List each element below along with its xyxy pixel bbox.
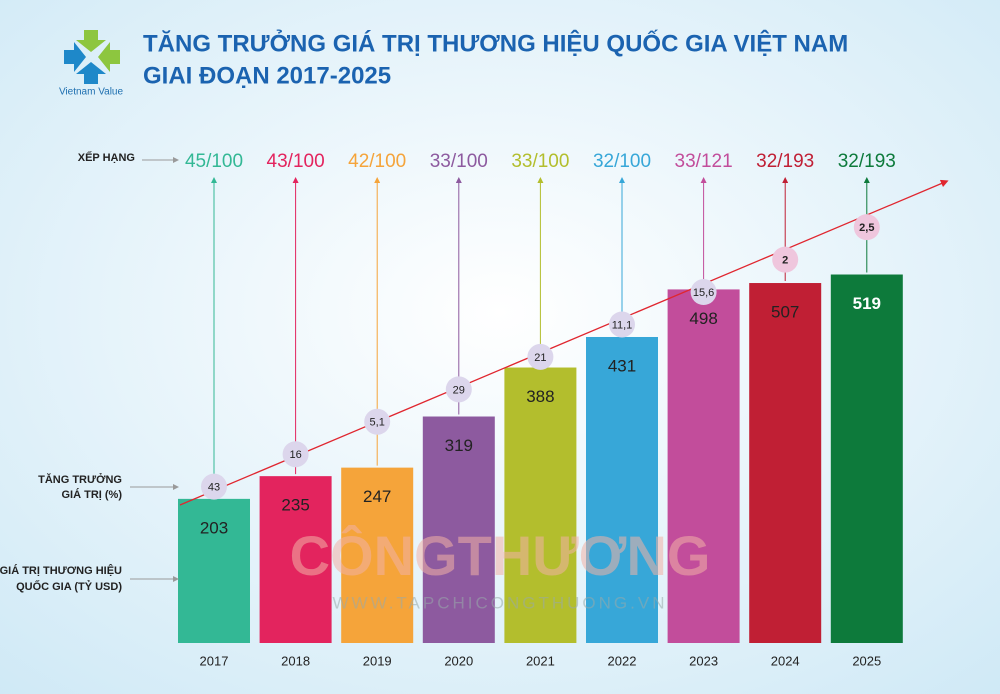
watermark: CÔNGTHƯƠNG WWW.TAPCHICONGTHUONG.VN [290, 524, 711, 613]
growth-marker [609, 311, 635, 338]
value-label: 235 [281, 496, 309, 515]
rank-label: 33/121 [675, 151, 733, 172]
logo: Vietnam Value [59, 30, 124, 98]
x-tick-label: 2024 [771, 653, 800, 668]
rank-label: 33/100 [511, 151, 569, 172]
ranking-caption: XẾP HẠNG [78, 151, 135, 164]
value-label: 203 [200, 518, 228, 537]
watermark-url: WWW.TAPCHICONGTHUONG.VN [333, 593, 668, 612]
growth-label: 43 [208, 482, 220, 494]
rank-label: 43/100 [267, 151, 325, 172]
growth-label: 2 [782, 255, 788, 267]
value-label: 507 [771, 303, 799, 322]
x-tick-label: 2021 [526, 653, 555, 668]
x-tick-label: 2017 [200, 653, 229, 668]
rank-label: 45/100 [185, 151, 243, 172]
value-caption: QUỐC GIA (TỶ USD) [16, 579, 122, 593]
value-label: 498 [689, 309, 717, 328]
growth-label: 15,6 [693, 287, 714, 299]
x-tick-label: 2018 [281, 653, 310, 668]
watermark-text: CÔNGTHƯƠNG [290, 524, 711, 587]
x-tick-label: 2019 [363, 653, 392, 668]
title: TĂNG TRƯỞNG GIÁ TRỊ THƯƠNG HIỆU QUỐC GIA… [143, 28, 848, 57]
rank-label: 42/100 [348, 151, 406, 172]
rank-label: 32/100 [593, 151, 651, 172]
growth-marker [201, 473, 227, 500]
growth-label: 2,5 [859, 222, 874, 234]
growth-label: 21 [534, 352, 546, 364]
x-tick-label: 2023 [689, 653, 718, 668]
growth-marker [527, 343, 554, 370]
title: GIAI ĐOẠN 2017-2025 [143, 62, 391, 89]
growth-marker [445, 376, 472, 403]
growth-label: 11,1 [612, 319, 633, 331]
x-tick-label: 2020 [444, 653, 473, 668]
growth-caption: TĂNG TRƯỞNG [38, 473, 122, 486]
growth-label: 5,1 [370, 417, 385, 429]
growth-marker [364, 408, 391, 435]
value-label: 388 [526, 387, 554, 406]
value-label: 431 [608, 356, 636, 375]
x-tick-label: 2022 [608, 653, 637, 668]
growth-marker [853, 214, 880, 241]
growth-label: 16 [289, 449, 301, 461]
x-tick-label: 2025 [852, 653, 881, 668]
growth-marker [282, 441, 309, 468]
bar [586, 336, 658, 643]
rank-label: 32/193 [838, 151, 896, 172]
bar [749, 283, 822, 643]
bar [178, 498, 250, 643]
growth-marker [772, 246, 799, 273]
bar [341, 467, 414, 643]
bar [422, 416, 495, 643]
growth-caption: GIÁ TRỊ (%) [62, 488, 123, 501]
value-label: 319 [445, 436, 473, 455]
bar [259, 476, 332, 643]
logo-text: Vietnam Value [59, 87, 124, 98]
bar [830, 274, 903, 643]
value-label: 247 [363, 487, 391, 506]
value-caption: GIÁ TRỊ THƯƠNG HIỆU [0, 564, 122, 577]
growth-label: 29 [453, 384, 465, 396]
rank-label: 33/100 [430, 151, 488, 172]
value-label: 519 [853, 294, 881, 313]
bar [504, 367, 577, 643]
bar [667, 289, 740, 643]
rank-label: 32/193 [756, 151, 814, 172]
growth-marker [690, 279, 717, 306]
